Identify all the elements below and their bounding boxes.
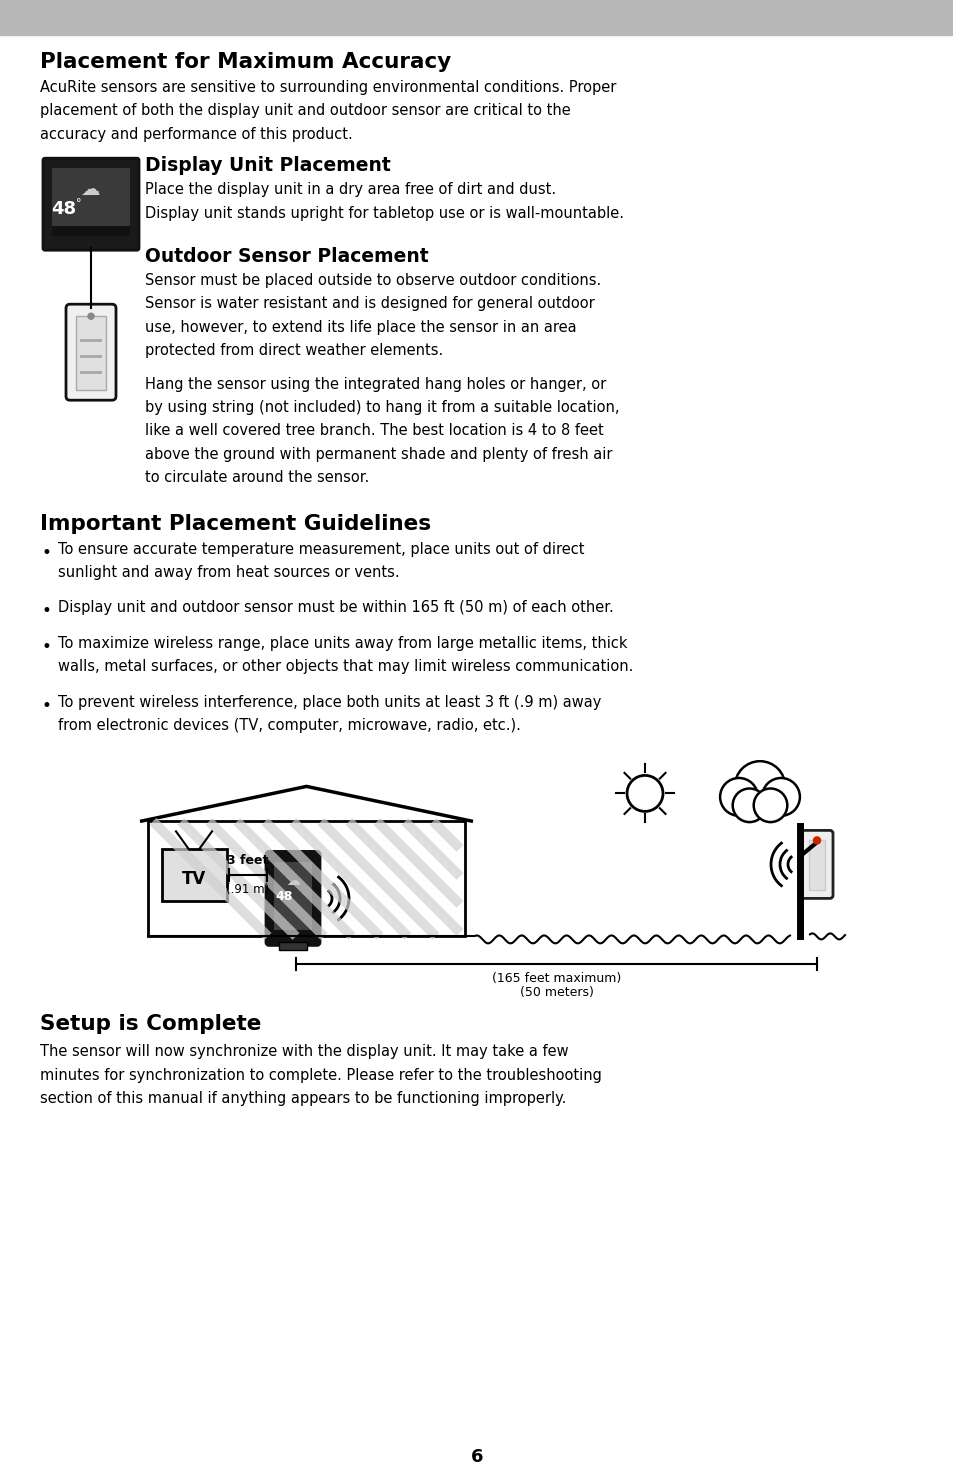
Text: •: • [42, 696, 51, 714]
Text: Important Placement Guidelines: Important Placement Guidelines [40, 513, 431, 534]
Bar [278, 943, 307, 950]
Text: placement of both the display unit and outdoor sensor are critical to the: placement of both the display unit and o… [40, 103, 570, 118]
Text: by using string (not included) to hang it from a suitable location,: by using string (not included) to hang i… [145, 400, 618, 414]
Text: To prevent wireless interference, place both units at least 3 ft (.9 m) away: To prevent wireless interference, place … [58, 695, 600, 709]
Bar [76, 316, 106, 391]
Text: Sensor is water resistant and is designed for general outdoor: Sensor is water resistant and is designe… [145, 296, 594, 311]
Text: protected from direct weather elements.: protected from direct weather elements. [145, 344, 443, 358]
Bar [0, 0, 953, 35]
Circle shape [732, 789, 765, 822]
Text: section of this manual if anything appears to be functioning improperly.: section of this manual if anything appea… [40, 1092, 566, 1106]
Text: use, however, to extend its life place the sensor in an area: use, however, to extend its life place t… [145, 320, 576, 335]
Text: (50 meters): (50 meters) [519, 987, 593, 1000]
Bar [80, 339, 102, 342]
Text: The sensor will now synchronize with the display unit. It may take a few: The sensor will now synchronize with the… [40, 1044, 568, 1059]
Circle shape [626, 776, 662, 811]
Text: 48: 48 [51, 201, 76, 218]
Text: from electronic devices (TV, computer, microwave, radio, etc.).: from electronic devices (TV, computer, m… [58, 718, 520, 733]
Text: 3 feet: 3 feet [227, 854, 269, 867]
Text: AcuRite sensors are sensitive to surrounding environmental conditions. Proper: AcuRite sensors are sensitive to surroun… [40, 80, 616, 94]
Text: •: • [42, 637, 51, 656]
Text: ☁: ☁ [81, 180, 101, 199]
Text: minutes for synchronization to complete. Please refer to the troubleshooting: minutes for synchronization to complete.… [40, 1068, 601, 1083]
Text: (165 feet maximum): (165 feet maximum) [492, 972, 620, 985]
Text: (.91 m): (.91 m) [226, 884, 270, 897]
FancyBboxPatch shape [801, 830, 832, 898]
Circle shape [88, 313, 94, 319]
Text: sunlight and away from heat sources or vents.: sunlight and away from heat sources or v… [58, 565, 399, 580]
Text: walls, metal surfaces, or other objects that may limit wireless communication.: walls, metal surfaces, or other objects … [58, 659, 633, 674]
Bar [52, 168, 130, 236]
Text: Setup is Complete: Setup is Complete [40, 1015, 261, 1034]
Text: °: ° [76, 198, 81, 208]
Circle shape [761, 777, 799, 816]
Text: Placement for Maximum Accuracy: Placement for Maximum Accuracy [40, 52, 451, 72]
Text: Display Unit Placement: Display Unit Placement [145, 156, 391, 176]
Bar [162, 850, 227, 901]
Bar [80, 355, 102, 358]
Text: Sensor must be placed outside to observe outdoor conditions.: Sensor must be placed outside to observe… [145, 273, 600, 288]
Bar [808, 841, 824, 891]
Circle shape [720, 777, 757, 816]
Bar [148, 822, 464, 937]
Circle shape [734, 761, 784, 811]
FancyBboxPatch shape [266, 851, 319, 945]
FancyBboxPatch shape [66, 304, 116, 400]
Text: 48: 48 [275, 891, 293, 903]
Text: Place the display unit in a dry area free of dirt and dust.: Place the display unit in a dry area fre… [145, 183, 556, 198]
Bar [80, 372, 102, 375]
Text: to circulate around the sensor.: to circulate around the sensor. [145, 471, 369, 485]
Text: Display unit stands upright for tabletop use or is wall-mountable.: Display unit stands upright for tabletop… [145, 205, 623, 221]
Text: ☁: ☁ [286, 875, 299, 888]
Text: accuracy and performance of this product.: accuracy and performance of this product… [40, 127, 353, 142]
Text: Hang the sensor using the integrated hang holes or hanger, or: Hang the sensor using the integrated han… [145, 376, 605, 391]
Bar [274, 863, 312, 931]
Text: like a well covered tree branch. The best location is 4 to 8 feet: like a well covered tree branch. The bes… [145, 423, 603, 438]
FancyBboxPatch shape [43, 158, 139, 251]
Text: 6: 6 [470, 1448, 483, 1466]
Text: Outdoor Sensor Placement: Outdoor Sensor Placement [145, 246, 428, 266]
Text: To ensure accurate temperature measurement, place units out of direct: To ensure accurate temperature measureme… [58, 541, 584, 556]
Bar [52, 226, 130, 236]
Text: •: • [42, 602, 51, 621]
Circle shape [753, 789, 786, 822]
Text: above the ground with permanent shade and plenty of fresh air: above the ground with permanent shade an… [145, 447, 612, 462]
Circle shape [813, 836, 820, 844]
Text: Display unit and outdoor sensor must be within 165 ft (50 m) of each other.: Display unit and outdoor sensor must be … [58, 600, 613, 615]
Text: •: • [42, 544, 51, 562]
Text: TV: TV [182, 870, 207, 888]
Text: To maximize wireless range, place units away from large metallic items, thick: To maximize wireless range, place units … [58, 636, 627, 650]
